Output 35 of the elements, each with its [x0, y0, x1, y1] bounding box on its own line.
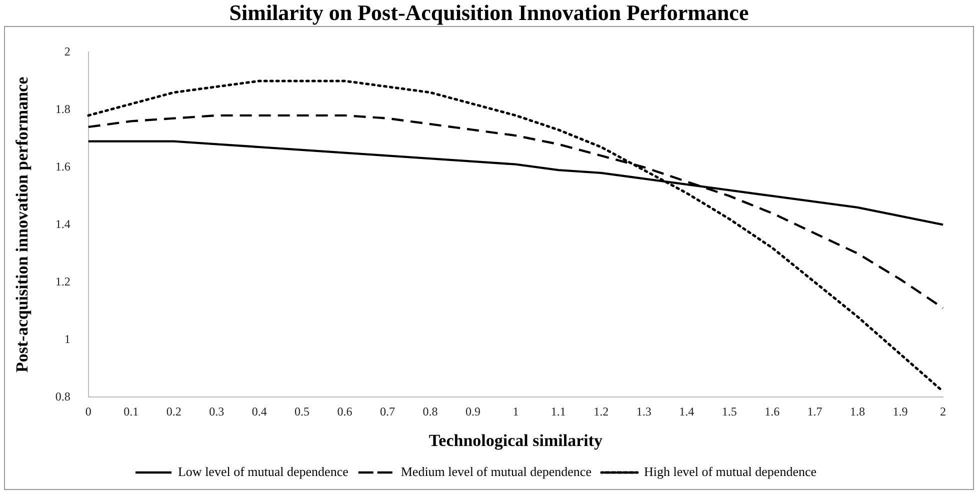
x-tick-label: 1: [512, 404, 519, 419]
y-tick-label: 1.2: [55, 274, 70, 288]
x-tick-label: 1.4: [679, 404, 694, 419]
y-tick-label: 1: [64, 332, 70, 346]
x-tick-label: 1.9: [892, 404, 908, 419]
x-tick-label: 1.1: [550, 404, 566, 419]
x-tick-label: 0.5: [294, 404, 310, 419]
y-tick-label: 1.8: [55, 102, 70, 116]
legend-label: Medium level of mutual dependence: [400, 464, 592, 479]
x-tick-label: 1.2: [594, 404, 609, 419]
x-tick-label: 0.1: [124, 404, 139, 419]
x-tick-label: 0.8: [422, 404, 438, 419]
x-tick-label: 1.5: [722, 404, 737, 419]
x-tick-label: 0: [85, 404, 92, 419]
chart-title: Similarity on Post-Acquisition Innovation Performance: [228, 0, 750, 26]
x-tick-label: 0.7: [380, 404, 396, 419]
legend-label: Low level of mutual dependence: [178, 464, 349, 479]
x-tick-label: 0.4: [252, 404, 267, 419]
legend-label: High level of mutual dependence: [644, 464, 817, 479]
y-axis-title: Post-acquisition innovation performance: [12, 76, 32, 373]
x-tick-label: 0.9: [465, 404, 480, 419]
x-tick-label: 0.2: [166, 404, 182, 419]
y-tick-label: 0.8: [55, 389, 70, 404]
x-tick-label: 0.3: [209, 404, 224, 419]
y-tick-label: 1.6: [55, 159, 70, 174]
x-tick-label: 1.6: [764, 404, 780, 419]
y-tick-label: 2: [64, 44, 70, 58]
line-series: [87, 80, 944, 393]
y-tick-label: 1.4: [55, 216, 70, 231]
x-tick-label: 2: [940, 404, 946, 419]
x-tick-label: 0.6: [337, 404, 352, 419]
x-tick-label: 1.3: [636, 404, 652, 419]
x-tick-label: 1.7: [807, 404, 822, 419]
x-tick-label: 1.8: [850, 404, 866, 419]
x-axis-title: Technological similarity: [428, 431, 604, 450]
